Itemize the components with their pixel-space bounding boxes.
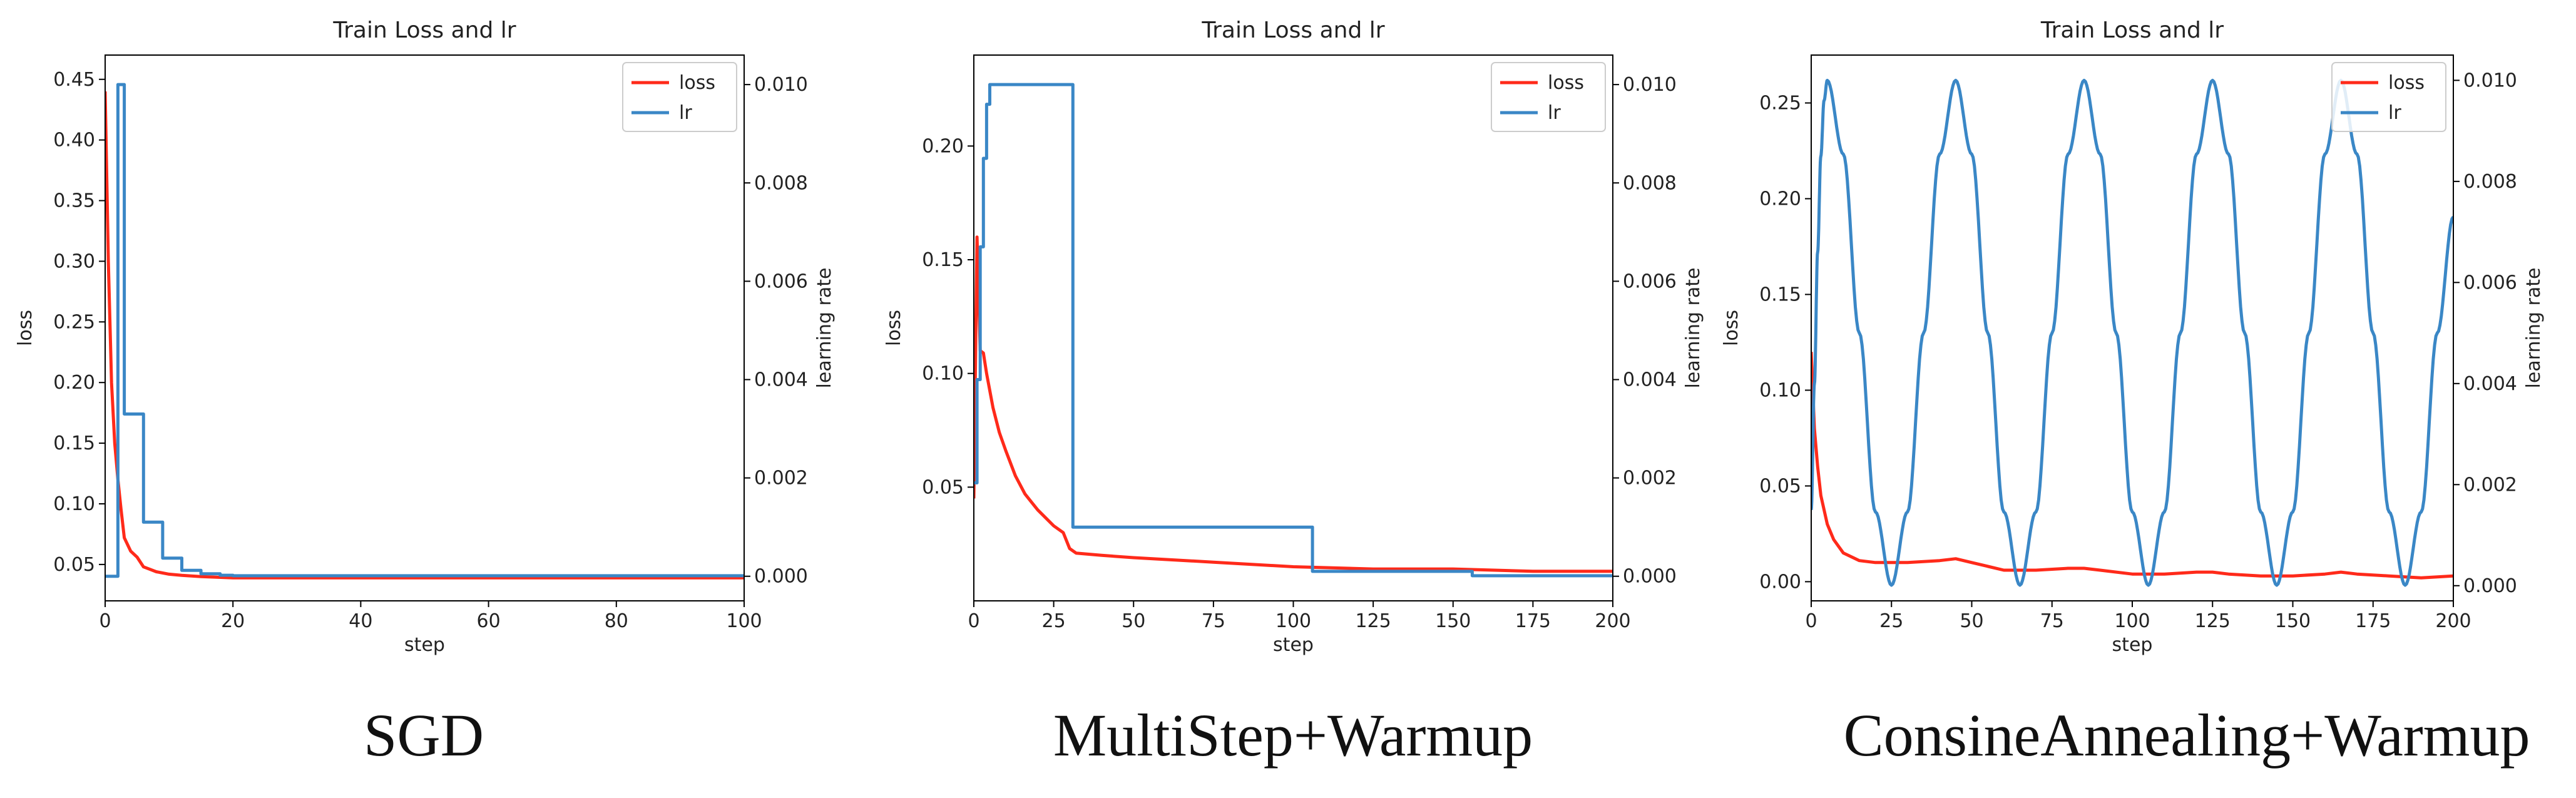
y-tick-label: 0.15 <box>1759 284 1801 305</box>
plot-frame <box>973 54 1613 601</box>
y-tick-label: 0.30 <box>53 250 95 272</box>
x-tick-label: 75 <box>2040 610 2064 632</box>
series-line-loss <box>105 91 744 580</box>
x-axis-label: step <box>2112 634 2153 656</box>
y2-tick-label: 0.004 <box>1623 369 1677 391</box>
caption-cosine-annealing-warmup: ConsineAnnealing+Warmup <box>1843 702 2530 769</box>
y2-tick-label: 0.008 <box>1623 172 1677 194</box>
x-tick-label: 25 <box>1042 610 1066 632</box>
x-tick-label: 0 <box>968 610 979 632</box>
y2-tick-label: 0.002 <box>1623 468 1677 489</box>
legend-label-lr: lr <box>2388 102 2401 124</box>
series-line-lr <box>974 83 1613 578</box>
legend-label-lr: lr <box>679 102 692 124</box>
x-tick-label: 100 <box>2114 610 2150 632</box>
y-tick-label: 0.15 <box>922 249 964 271</box>
x-tick-label: 0 <box>1805 610 1817 632</box>
y-tick-label: 0.10 <box>53 493 95 515</box>
x-tick-label: 60 <box>477 610 501 632</box>
x-tick-label: 50 <box>1960 610 1983 632</box>
y-tick-label: 0.20 <box>53 372 95 394</box>
x-tick-label: 150 <box>2275 610 2311 632</box>
chart-multistep-warmup: 0 25 50 75 100 125 150 175 200 0.05 0.10 0.15 0.20 0.… <box>883 18 1704 656</box>
chart-title: Train Loss and lr <box>1201 18 1384 43</box>
y2-tick-label: 0.006 <box>1623 270 1677 292</box>
x-tick-label: 200 <box>1595 610 1630 632</box>
y-tick-label: 0.05 <box>922 476 964 498</box>
y-tick-label: 0.00 <box>1759 571 1801 593</box>
chart-title: Train Loss and lr <box>332 18 516 43</box>
y-tick-label: 0.05 <box>53 554 95 576</box>
y-tick-label: 0.40 <box>53 130 95 151</box>
x-axis-label: step <box>1273 634 1314 656</box>
chart-cosine-annealing-warmup: 0 25 50 75 100 125 150 175 200 0.00 0.05 0.10 0.15 0.… <box>1720 18 2545 656</box>
y2-tick-label: 0.010 <box>754 74 808 96</box>
caption-sgd: SGD <box>363 702 484 769</box>
y-tick-label: 0.15 <box>53 432 95 454</box>
y-axis-label: loss <box>883 310 905 346</box>
y2-tick-label: 0.000 <box>1623 566 1677 588</box>
y2-tick-label: 0.004 <box>2463 373 2517 395</box>
plot-frame <box>1811 54 2454 601</box>
y2-axis-label: learning rate <box>2523 268 2545 389</box>
y2-tick-label: 0.010 <box>1623 74 1677 96</box>
y-tick-label: 0.10 <box>922 363 964 385</box>
plot-frame <box>105 54 745 601</box>
series-line-loss <box>1811 352 2453 580</box>
x-tick-label: 175 <box>1515 610 1551 632</box>
y2-tick-label: 0.002 <box>2463 474 2517 496</box>
x-tick-label: 100 <box>726 610 762 632</box>
x-tick-label: 25 <box>1879 610 1903 632</box>
y2-tick-label: 0.008 <box>754 172 808 194</box>
chart-title: Train Loss and lr <box>2040 18 2224 43</box>
y2-tick-label: 0.000 <box>754 566 808 588</box>
y2-axis-label: learning rate <box>1682 268 1704 389</box>
x-tick-label: 125 <box>2195 610 2231 632</box>
y-tick-label: 0.10 <box>1759 379 1801 401</box>
y2-tick-label: 0.006 <box>2463 272 2517 294</box>
x-axis-label: step <box>404 634 445 656</box>
x-tick-label: 50 <box>1122 610 1145 632</box>
x-tick-label: 200 <box>2435 610 2471 632</box>
x-tick-label: 100 <box>1275 610 1311 632</box>
y-tick-label: 0.20 <box>922 135 964 157</box>
y2-tick-label: 0.010 <box>2463 69 2517 91</box>
y-axis-label: loss <box>14 310 36 346</box>
y2-axis-label: learning rate <box>814 268 836 389</box>
y2-tick-label: 0.002 <box>754 468 808 489</box>
y2-tick-label: 0.008 <box>2463 171 2517 193</box>
y2-tick-label: 0.000 <box>2463 575 2517 597</box>
series-line-lr <box>1811 78 2453 587</box>
caption-multistep-warmup: MultiStep+Warmup <box>1053 702 1533 769</box>
y-tick-label: 0.25 <box>1759 92 1801 114</box>
y-tick-label: 0.45 <box>53 69 95 91</box>
x-tick-label: 125 <box>1355 610 1391 632</box>
y-tick-label: 0.35 <box>53 190 95 212</box>
series-line-lr <box>105 83 744 578</box>
x-tick-label: 175 <box>2355 610 2391 632</box>
y-tick-label: 0.05 <box>1759 475 1801 497</box>
y-tick-label: 0.25 <box>53 311 95 333</box>
series-line-loss <box>974 235 1613 573</box>
y-axis-label: loss <box>1720 310 1742 346</box>
y2-tick-label: 0.004 <box>754 369 808 391</box>
x-tick-label: 75 <box>1202 610 1225 632</box>
legend-label-loss: loss <box>679 72 715 94</box>
chart-sgd: 0 20 40 60 80 100 0.05 0.10 0.15 0.20 0.25 0.30 0.35… <box>14 18 836 656</box>
y-tick-label: 0.20 <box>1759 188 1801 210</box>
x-tick-label: 0 <box>99 610 111 632</box>
legend-label-lr: lr <box>1548 102 1561 124</box>
legend-label-loss: loss <box>2388 72 2425 94</box>
x-tick-label: 40 <box>349 610 372 632</box>
y2-tick-label: 0.006 <box>754 270 808 292</box>
x-tick-label: 150 <box>1435 610 1471 632</box>
x-tick-label: 80 <box>605 610 628 632</box>
legend-label-loss: loss <box>1548 72 1584 94</box>
x-tick-label: 20 <box>221 610 245 632</box>
